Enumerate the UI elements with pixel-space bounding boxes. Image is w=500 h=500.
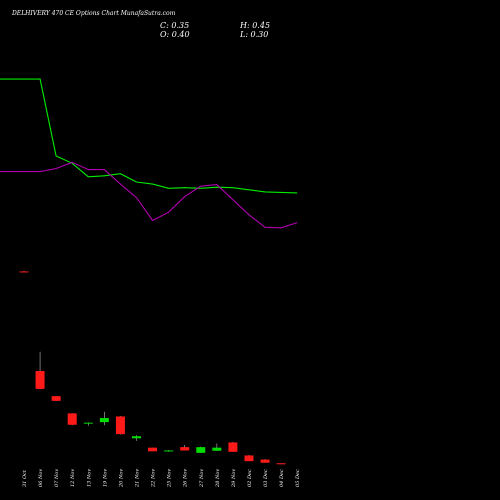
x-tick-label: 05 Dec: [295, 469, 301, 487]
open-label: O: 0.40: [160, 30, 190, 39]
x-tick-label: 19 Nov: [102, 469, 108, 487]
x-tick-label: 26 Nov: [183, 469, 189, 488]
x-tick-label: 04 Dec: [279, 469, 285, 487]
green-indicator-line: [0, 78, 298, 194]
candles-group: [19, 270, 286, 465]
x-tick-label: 29 Nov: [231, 469, 237, 488]
x-tick-label: 06 Nov: [38, 469, 44, 487]
x-tick-label: 02 Dec: [247, 469, 253, 487]
x-tick-label: 27 Nov: [199, 469, 205, 488]
x-tick-label: 25 Nov: [167, 469, 173, 488]
candle-body: [212, 447, 222, 451]
candle-body: [244, 455, 254, 462]
candle-body: [83, 422, 93, 424]
candle-10: [180, 445, 190, 451]
candle-5: [99, 411, 109, 426]
candle-body: [260, 459, 270, 463]
magenta-indicator-line: [0, 161, 298, 229]
candle-body: [131, 436, 141, 439]
low-label: L: 0.30: [239, 30, 268, 39]
candle-body: [228, 442, 238, 452]
candle-16: [276, 463, 286, 465]
x-tick-label: 28 Nov: [215, 469, 221, 488]
candle-body: [276, 463, 286, 465]
x-tick-label: 22 Nov: [151, 469, 157, 488]
candle-8: [148, 447, 158, 452]
candle-body: [19, 271, 29, 273]
candle-15: [260, 459, 270, 463]
candle-3: [67, 413, 77, 426]
candle-body: [99, 418, 109, 423]
candle-body: [164, 450, 174, 452]
high-label: H: 0.45: [239, 21, 270, 30]
x-tick-label: 31 Oct: [22, 469, 28, 487]
x-tick-label: 07 Nov: [54, 469, 60, 487]
x-tick-label: 20 Nov: [118, 469, 124, 488]
candle-12: [212, 443, 222, 451]
candle-6: [115, 415, 125, 435]
close-label: C: 0.35: [160, 21, 189, 30]
candle-1: [35, 351, 45, 389]
x-tick-label: 13 Nov: [86, 469, 92, 487]
chart-title: DELHIVERY 470 CE Options Chart MunafaSut…: [11, 10, 176, 17]
candle-body: [115, 416, 125, 435]
indicator-lines: [0, 78, 298, 229]
candle-body: [35, 371, 45, 389]
x-tick-label: 03 Dec: [263, 469, 269, 487]
candle-9: [164, 450, 174, 452]
candle-body: [196, 447, 206, 453]
candle-4: [83, 422, 93, 426]
candle-body: [148, 447, 158, 452]
candle-13: [228, 441, 238, 452]
candle-7: [131, 435, 141, 441]
candle-body: [51, 396, 61, 401]
candle-14: [244, 454, 254, 462]
x-tick-label: 12 Nov: [70, 469, 76, 487]
candle-11: [196, 446, 206, 453]
candle-body: [67, 413, 77, 425]
x-axis-ticks: 31 Oct 06 Nov 07 Nov 12 Nov 13 Nov 19 Nov 20 N…: [22, 469, 301, 488]
candle-0: [19, 270, 29, 273]
candle-2: [51, 395, 61, 401]
x-tick-label: 21 Nov: [134, 469, 140, 488]
candle-body: [180, 447, 190, 451]
